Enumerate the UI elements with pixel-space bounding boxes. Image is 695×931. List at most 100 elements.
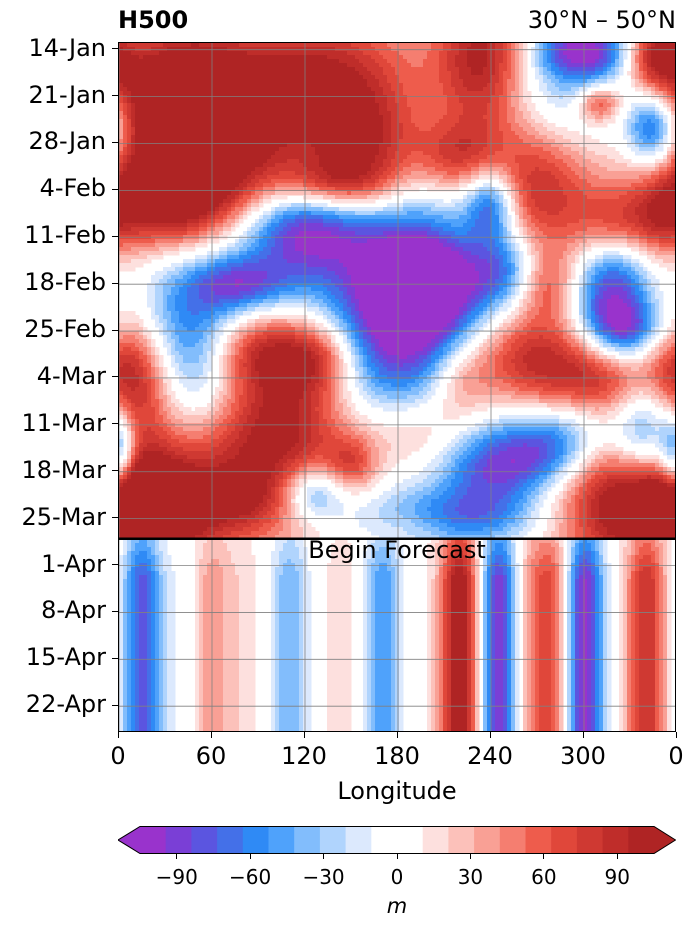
heatmap-cell	[419, 51, 424, 56]
heatmap-cell	[259, 135, 264, 140]
heatmap-cell	[259, 43, 264, 48]
heatmap-cell	[435, 135, 440, 140]
heatmap-cell	[619, 99, 624, 104]
heatmap-cell	[327, 79, 332, 84]
heatmap-cell	[375, 119, 380, 124]
heatmap-cell	[291, 67, 296, 72]
heatmap-cell	[431, 75, 436, 80]
heatmap-cell	[207, 87, 212, 92]
heatmap-cell	[331, 91, 336, 96]
heatmap-cell	[475, 103, 480, 108]
heatmap-cell	[547, 155, 552, 160]
heatmap-cell	[327, 87, 332, 92]
heatmap-cell	[571, 187, 576, 192]
heatmap-cell	[151, 75, 156, 80]
heatmap-cell	[499, 91, 504, 96]
heatmap-cell	[383, 115, 388, 120]
heatmap-cell	[151, 175, 156, 180]
heatmap-cell	[123, 183, 128, 188]
heatmap-cell	[363, 47, 368, 52]
heatmap-cell	[271, 107, 276, 112]
heatmap-cell	[667, 43, 672, 48]
heatmap-cell	[215, 155, 220, 160]
heatmap-cell	[411, 139, 416, 144]
heatmap-cell	[435, 59, 440, 64]
heatmap-cell	[375, 51, 380, 56]
heatmap-cell	[375, 103, 380, 108]
heatmap-cell	[275, 79, 280, 84]
heatmap-cell	[675, 139, 676, 144]
heatmap-cell	[279, 171, 284, 176]
heatmap-cell	[499, 191, 504, 196]
heatmap-cell	[283, 87, 288, 92]
heatmap-cell	[231, 191, 236, 196]
heatmap-cell	[271, 79, 276, 84]
heatmap-cell	[519, 171, 524, 176]
heatmap-cell	[135, 43, 140, 48]
heatmap-cell	[639, 163, 644, 168]
heatmap-cell	[251, 131, 256, 136]
heatmap-cell	[615, 43, 620, 48]
heatmap-cell	[123, 151, 128, 156]
heatmap-cell	[183, 103, 188, 108]
heatmap-cell	[651, 95, 656, 100]
heatmap-cell	[659, 111, 664, 116]
heatmap-cell	[611, 107, 616, 112]
heatmap-cell	[651, 147, 656, 152]
heatmap-cell	[635, 139, 640, 144]
heatmap-cell	[407, 183, 412, 188]
heatmap-cell	[639, 51, 644, 56]
heatmap-cell	[319, 191, 324, 196]
heatmap-cell	[311, 47, 316, 52]
heatmap-cell	[403, 71, 408, 76]
heatmap-cell	[547, 123, 552, 128]
heatmap-cell	[363, 179, 368, 184]
heatmap-cell	[419, 123, 424, 128]
heatmap-cell	[315, 163, 320, 168]
heatmap-cell	[383, 167, 388, 172]
heatmap-cell	[467, 67, 472, 72]
heatmap-cell	[331, 63, 336, 68]
heatmap-cell	[515, 163, 520, 168]
heatmap-cell	[403, 135, 408, 140]
heatmap-cell	[367, 99, 372, 104]
heatmap-cell	[667, 63, 672, 68]
heatmap-cell	[227, 135, 232, 140]
heatmap-cell	[227, 155, 232, 160]
heatmap-cell	[479, 155, 484, 160]
heatmap-cell	[143, 155, 148, 160]
heatmap-cell	[311, 95, 316, 100]
heatmap-cell	[447, 79, 452, 84]
heatmap-cell	[495, 55, 500, 60]
heatmap-cell	[147, 191, 152, 196]
heatmap-cell	[127, 155, 132, 160]
heatmap-cell	[239, 59, 244, 64]
heatmap-cell	[491, 83, 496, 88]
heatmap-cell	[575, 171, 580, 176]
heatmap-cell	[535, 167, 540, 172]
heatmap-cell	[271, 95, 276, 100]
heatmap-cell	[543, 131, 548, 136]
heatmap-cell	[247, 83, 252, 88]
heatmap-cell	[259, 107, 264, 112]
heatmap-cell	[343, 159, 348, 164]
heatmap-cell	[563, 55, 568, 60]
heatmap-cell	[163, 159, 168, 164]
heatmap-cell	[535, 183, 540, 188]
heatmap-cell	[475, 191, 480, 196]
heatmap-cell	[339, 75, 344, 80]
heatmap-cell	[355, 67, 360, 72]
heatmap-cell	[239, 187, 244, 192]
heatmap-cell	[359, 99, 364, 104]
heatmap-cell	[127, 179, 132, 184]
heatmap-cell	[615, 75, 620, 80]
heatmap-cell	[671, 175, 676, 180]
heatmap-cell	[235, 67, 240, 72]
heatmap-cell	[199, 47, 204, 52]
heatmap-cell	[271, 191, 276, 196]
heatmap-cell	[415, 139, 420, 144]
heatmap-cell	[351, 163, 356, 168]
heatmap-cell	[555, 103, 560, 108]
heatmap-cell	[195, 71, 200, 76]
heatmap-cell	[239, 67, 244, 72]
